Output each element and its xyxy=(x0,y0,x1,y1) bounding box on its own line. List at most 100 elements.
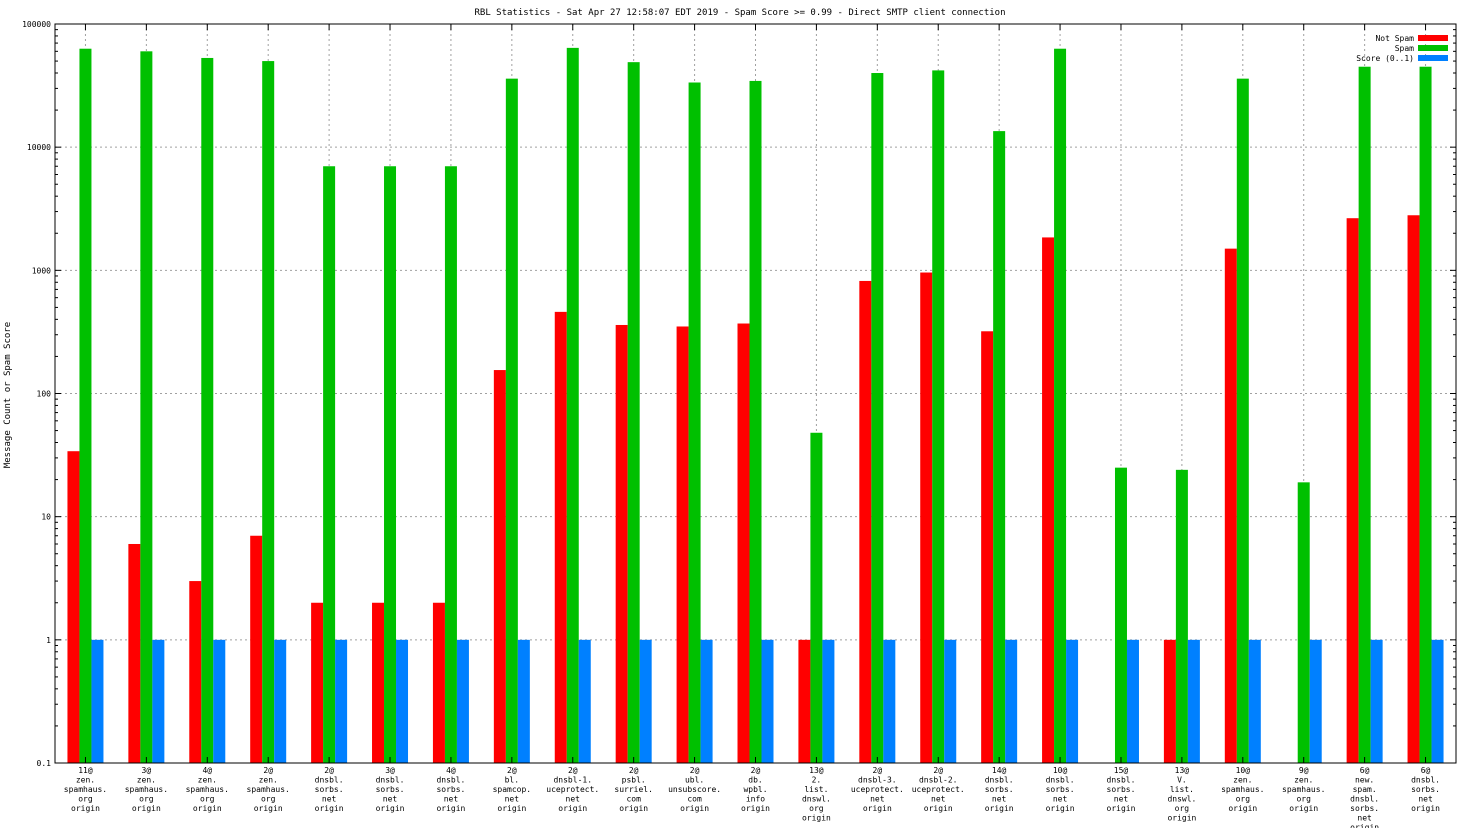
bar-spam xyxy=(79,48,92,764)
x-category-label-line: 2@ xyxy=(507,766,517,775)
x-category-label-line: sorbs. xyxy=(376,785,405,794)
x-category-label-line: zen. xyxy=(1294,776,1313,785)
x-category-label-line: net xyxy=(1053,795,1068,804)
x-category-label: 2@ dnsbl-3. uceprotect. net origin xyxy=(851,766,904,813)
x-category-label-line: 14@ xyxy=(992,766,1007,775)
x-category-label-line: dnsbl-3. xyxy=(858,776,897,785)
x-category-label-line: 2@ xyxy=(263,766,273,775)
x-category-label: 2@ zen. spamhaus. org origin xyxy=(247,766,290,813)
x-category-label: 10@ zen. spamhaus. org origin xyxy=(1221,766,1264,813)
bar-not-spam xyxy=(1042,237,1055,763)
bar-score-0-1 xyxy=(152,639,165,763)
y-tick-label: 100000 xyxy=(22,20,51,29)
x-category-label-line: spamhaus. xyxy=(64,785,107,794)
bar-spam xyxy=(749,80,762,763)
bar-not-spam xyxy=(920,272,933,763)
x-category-label-line: com xyxy=(687,795,702,804)
bar-spam xyxy=(140,51,153,764)
bar-score-0-1 xyxy=(274,639,287,763)
x-category-label: 14@ dnsbl. sorbs. net origin xyxy=(985,766,1014,813)
bar-spam xyxy=(627,62,640,763)
x-category-label-line: 2@ xyxy=(324,766,334,775)
x-category-label: 4@ zen. spamhaus. org origin xyxy=(186,766,229,813)
x-category-label-line: spamhaus. xyxy=(186,785,229,794)
x-category-label-line: dnsbl. xyxy=(1107,776,1136,785)
x-category-label-line: dnswl. xyxy=(1167,795,1196,804)
bar-spam xyxy=(201,57,214,763)
x-category-label: 2@ psbl. surriel. com origin xyxy=(614,766,653,813)
x-category-label-line: 11@ xyxy=(78,766,93,775)
x-category-label-line: org xyxy=(261,795,276,804)
x-category-label-line: org xyxy=(1296,795,1311,804)
x-category-label: 2@ dnsbl. sorbs. net origin xyxy=(315,766,344,813)
x-category-label-line: sorbs. xyxy=(436,785,465,794)
x-category-label-line: origin xyxy=(863,804,892,813)
bar-spam xyxy=(444,166,457,763)
x-category-label-line: org xyxy=(809,804,824,813)
bar-spam xyxy=(993,131,1006,763)
bar-score-0-1 xyxy=(1431,639,1444,763)
x-category-label-line: zen. xyxy=(259,776,278,785)
x-category-label-line: net xyxy=(1418,795,1433,804)
y-tick-label: 100 xyxy=(37,390,52,399)
x-category-label: 2@ bl. spamcop. net origin xyxy=(493,766,532,813)
y-axis-ticks: 0.1 1 10 100 1000 10000 100000 xyxy=(22,20,1456,768)
bar-spam xyxy=(1114,467,1127,763)
x-category-label-line: origin xyxy=(1228,804,1257,813)
bar-score-0-1 xyxy=(91,639,104,763)
x-category-label: 13@ V. list. dnswl. org origin xyxy=(1167,766,1196,823)
bar-spam xyxy=(1358,66,1371,764)
x-category-label-line: net xyxy=(566,795,581,804)
x-category-label-line: origin xyxy=(436,804,465,813)
bar-not-spam xyxy=(128,543,141,763)
bar-not-spam xyxy=(676,326,689,763)
x-category-label-line: zen. xyxy=(198,776,217,785)
bar-spam xyxy=(384,166,397,763)
x-category-label-line: ubl. xyxy=(685,776,704,785)
x-category-label-line: dnsbl. xyxy=(315,776,344,785)
x-category-label-line: 4@ xyxy=(202,766,212,775)
x-category-label: 10@ dnsbl. sorbs. net origin xyxy=(1046,766,1075,813)
legend-label: Not Spam xyxy=(1375,34,1414,43)
bar-not-spam xyxy=(1224,248,1237,763)
x-category-label-line: sorbs. xyxy=(1107,785,1136,794)
x-category-label-line: origin xyxy=(376,804,405,813)
x-category-label-line: sorbs. xyxy=(1046,785,1075,794)
x-category-label-line: origin xyxy=(254,804,283,813)
x-category-label-line: 2@ xyxy=(690,766,700,775)
x-category-label-line: dnsbl. xyxy=(1350,795,1379,804)
x-category-label-line: dnswl. xyxy=(802,795,831,804)
bar-not-spam xyxy=(372,602,385,763)
bar-score-0-1 xyxy=(396,639,409,763)
x-category-label-line: 3@ xyxy=(142,766,152,775)
bars xyxy=(67,47,1444,764)
x-category-label: 2@ dnsbl-2. uceprotect. net origin xyxy=(912,766,965,813)
bar-score-0-1 xyxy=(213,639,226,763)
x-category-label-line: wpbl. xyxy=(743,785,767,794)
x-category-label-line: origin xyxy=(1046,804,1075,813)
bar-score-0-1 xyxy=(1126,639,1139,763)
bar-not-spam xyxy=(250,535,263,763)
x-category-label-line: db. xyxy=(748,776,762,785)
y-tick-label: 10 xyxy=(41,513,51,522)
x-category-label-line: V. xyxy=(1177,776,1187,785)
x-category-label-line: spamhaus. xyxy=(125,785,168,794)
x-category-label-line: dnsbl. xyxy=(1411,776,1440,785)
x-category-label-line: sorbs. xyxy=(315,785,344,794)
bar-score-0-1 xyxy=(1248,639,1261,763)
x-category-label-line: bl. xyxy=(505,776,519,785)
bar-score-0-1 xyxy=(700,639,713,763)
x-category-label-line: origin xyxy=(315,804,344,813)
x-category-label-line: list. xyxy=(804,785,828,794)
x-category-label: 3@ dnsbl. sorbs. net origin xyxy=(376,766,405,813)
bar-not-spam xyxy=(432,602,445,763)
bar-score-0-1 xyxy=(822,639,835,763)
bar-not-spam xyxy=(1346,218,1359,763)
bar-not-spam xyxy=(67,451,80,763)
bar-spam xyxy=(1175,469,1188,763)
x-category-label-line: uceprotect. xyxy=(546,785,599,794)
x-category-label-line: spamcop. xyxy=(493,785,532,794)
bar-score-0-1 xyxy=(335,639,348,763)
x-category-label-line: origin xyxy=(1167,814,1196,823)
